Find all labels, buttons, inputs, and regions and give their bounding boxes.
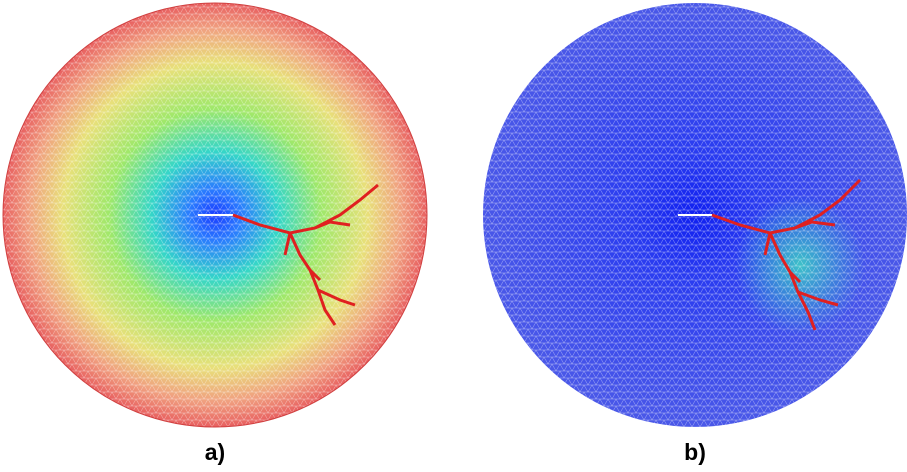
panel-label: b) (684, 439, 706, 465)
panel-label: a) (205, 439, 225, 465)
panel-b: b) (483, 3, 907, 465)
panel-a: a) (3, 3, 427, 465)
figure: a) b) (0, 0, 907, 472)
